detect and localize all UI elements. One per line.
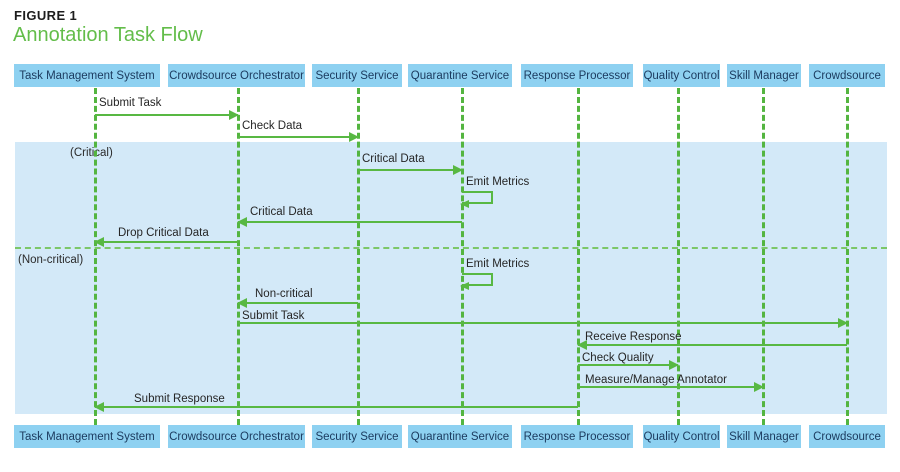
section-label-non-critical: (Non-critical) xyxy=(18,254,84,266)
lifeline-quarantine-service xyxy=(461,88,464,425)
participant-bottom-crowdsource-orchestrator: Crowdsource Orchestrator xyxy=(168,425,305,448)
message-arrow-non-critical xyxy=(237,298,358,308)
message-label-drop-critical-data: Drop Critical Data xyxy=(118,227,209,239)
section-label-critical: (Critical) xyxy=(70,147,113,159)
page-title: Annotation Task Flow xyxy=(13,24,203,46)
message-label-submit-task-1: Submit Task xyxy=(99,97,162,109)
participant-top-skill-manager: Skill Manager xyxy=(727,64,801,87)
participant-top-quarantine-service: Quarantine Service xyxy=(408,64,512,87)
message-label-critical-data-1: Critical Data xyxy=(362,153,425,165)
lifeline-crowdsource-orchestrator xyxy=(237,88,240,425)
lifeline-crowdsource xyxy=(846,88,849,425)
lifeline-security-service xyxy=(357,88,360,425)
participant-top-security-service: Security Service xyxy=(312,64,402,87)
message-arrow-check-quality xyxy=(578,360,679,370)
message-arrow-receive-response xyxy=(577,340,847,350)
lifeline-task-management-system xyxy=(94,88,97,425)
message-arrow-critical-data-2 xyxy=(237,217,462,227)
message-arrow-check-data xyxy=(238,132,359,142)
message-label-check-data: Check Data xyxy=(242,120,303,132)
self-message-emit-metrics-2 xyxy=(460,273,493,290)
lifeline-quality-control xyxy=(677,88,680,425)
participant-top-crowdsource: Crowdsource xyxy=(809,64,885,87)
message-arrow-submit-task-2 xyxy=(238,318,848,328)
message-label-emit-metrics-1: Emit Metrics xyxy=(466,176,530,188)
message-arrow-submit-response xyxy=(94,402,578,412)
participant-top-task-management-system: Task Management System xyxy=(14,64,160,87)
participant-bottom-skill-manager: Skill Manager xyxy=(727,425,801,448)
message-label-check-quality: Check Quality xyxy=(582,352,654,364)
message-label-measure-manage-annotator: Measure/Manage Annotator xyxy=(585,374,727,386)
participant-top-response-processor: Response Processor xyxy=(521,64,633,87)
participant-top-quality-control: Quality Control xyxy=(643,64,720,87)
figure-label: FIGURE 1 xyxy=(14,8,78,23)
participant-bottom-security-service: Security Service xyxy=(312,425,402,448)
self-message-emit-metrics-1 xyxy=(460,191,493,208)
message-label-receive-response: Receive Response xyxy=(585,331,682,343)
participant-bottom-quarantine-service: Quarantine Service xyxy=(408,425,512,448)
message-label-submit-task-2: Submit Task xyxy=(242,310,305,322)
lifeline-response-processor xyxy=(577,88,580,425)
participant-bottom-quality-control: Quality Control xyxy=(643,425,720,448)
message-arrow-drop-critical-data xyxy=(94,237,238,247)
message-label-emit-metrics-2: Emit Metrics xyxy=(466,258,530,270)
message-label-submit-response: Submit Response xyxy=(134,393,225,405)
lifeline-skill-manager xyxy=(762,88,765,425)
participant-bottom-crowdsource: Crowdsource xyxy=(809,425,885,448)
section-separator-line xyxy=(15,247,887,249)
message-label-non-critical: Non-critical xyxy=(255,288,313,300)
message-label-critical-data-2: Critical Data xyxy=(250,206,313,218)
critical-sections-band xyxy=(15,142,887,414)
participant-bottom-task-management-system: Task Management System xyxy=(14,425,160,448)
participant-bottom-response-processor: Response Processor xyxy=(521,425,633,448)
message-arrow-submit-task-1 xyxy=(95,110,239,120)
message-arrow-measure-manage-annotator xyxy=(578,382,764,392)
participant-top-crowdsource-orchestrator: Crowdsource Orchestrator xyxy=(168,64,305,87)
message-arrow-critical-data-1 xyxy=(358,165,463,175)
